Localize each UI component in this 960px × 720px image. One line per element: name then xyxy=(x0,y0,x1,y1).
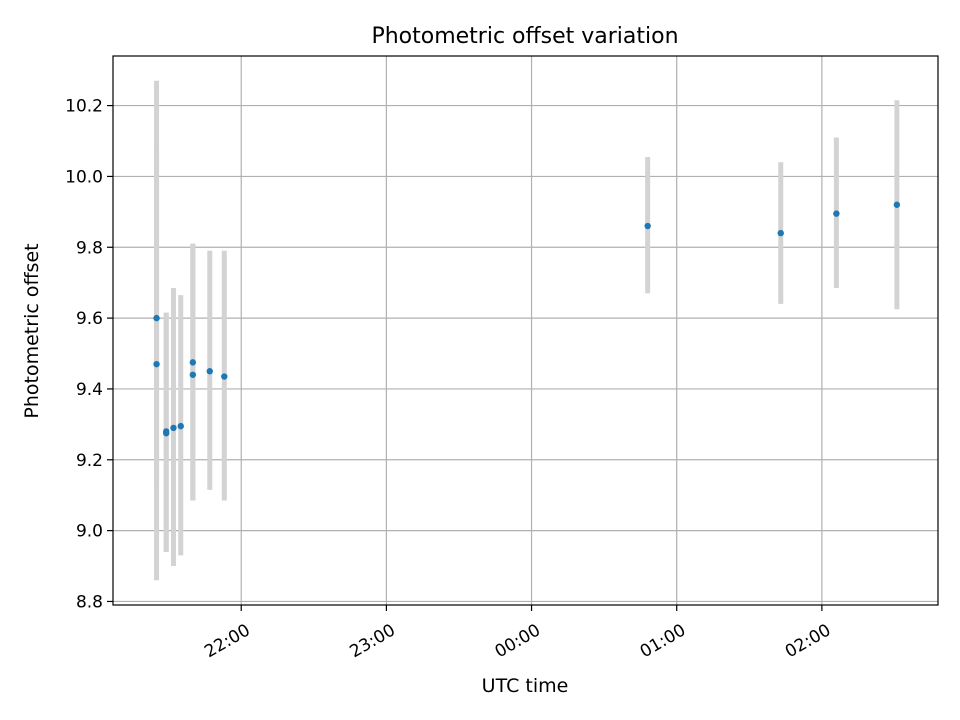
y-tick-label: 10.2 xyxy=(65,97,103,117)
data-point xyxy=(177,422,184,430)
x-tick-label: 22:00 xyxy=(201,620,253,662)
x-tick-label: 23:00 xyxy=(346,620,398,662)
y-tick-label: 9.2 xyxy=(76,451,103,471)
data-point xyxy=(189,371,197,378)
y-tick-label: 9.0 xyxy=(76,522,103,542)
data-point xyxy=(833,210,840,217)
x-tick-label: 00:00 xyxy=(492,620,544,662)
y-tick-label: 9.4 xyxy=(76,380,103,400)
data-point xyxy=(893,201,901,208)
chart-title: Photometric offset variation xyxy=(371,24,678,49)
data-point xyxy=(777,229,784,237)
y-tick-label: 8.8 xyxy=(76,592,103,612)
data-point xyxy=(644,222,651,230)
x-axis-label: UTC time xyxy=(482,675,569,697)
data-point xyxy=(153,314,160,322)
y-tick-label: 10.0 xyxy=(65,167,103,187)
y-tick-label: 9.8 xyxy=(76,238,103,258)
data-point xyxy=(163,428,170,435)
x-tick-label: 02:00 xyxy=(782,620,834,662)
data-point xyxy=(221,373,228,380)
plot-frame xyxy=(112,55,939,606)
data-point xyxy=(206,368,213,375)
data-points xyxy=(153,201,901,437)
data-point xyxy=(153,360,160,368)
x-tick-label: 01:00 xyxy=(637,620,689,662)
data-point xyxy=(170,424,177,432)
y-tick-label: 9.6 xyxy=(76,309,103,329)
error-bars xyxy=(154,80,900,581)
data-point xyxy=(189,359,197,366)
grid xyxy=(113,56,938,605)
y-axis-label: Photometric offset xyxy=(21,243,43,418)
